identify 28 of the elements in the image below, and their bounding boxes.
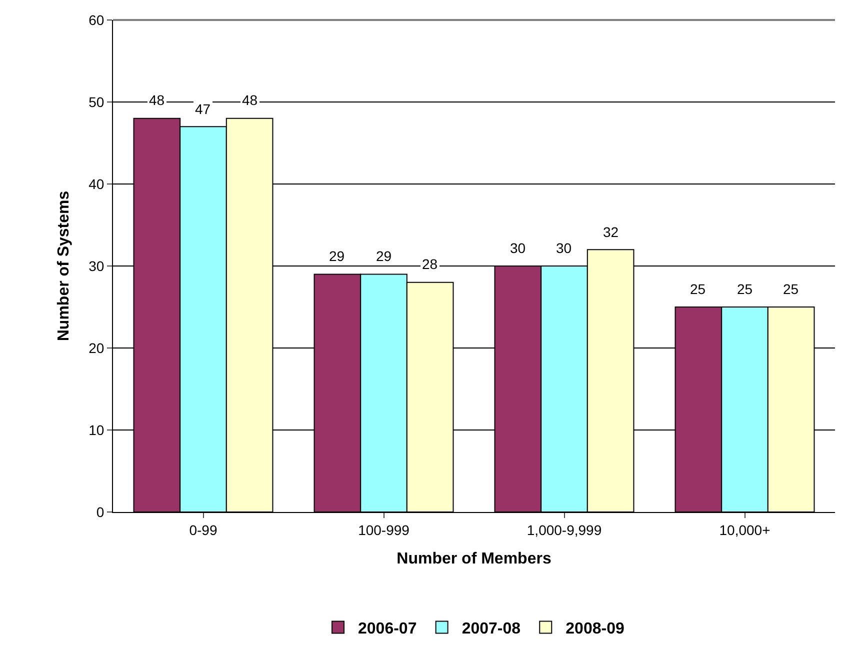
y-tick-label: 60 xyxy=(88,12,104,28)
data-label: 48 xyxy=(149,92,165,108)
data-label: 30 xyxy=(556,240,572,256)
data-label: 48 xyxy=(242,92,258,108)
y-tick-label: 40 xyxy=(88,176,104,192)
x-tick-label: 10,000+ xyxy=(719,522,770,538)
x-axis-title: Number of Members xyxy=(396,550,552,568)
data-label: 30 xyxy=(510,240,526,256)
data-label: 25 xyxy=(783,281,799,297)
data-label: 32 xyxy=(603,224,619,240)
x-tick-label: 1,000-9,999 xyxy=(526,522,602,538)
y-axis-title: Number of Systems xyxy=(56,190,73,342)
data-label: 25 xyxy=(737,281,753,297)
y-tick-label: 50 xyxy=(88,94,104,110)
data-label: 25 xyxy=(690,281,706,297)
y-tick-label: 10 xyxy=(88,422,104,438)
x-tick-label: 100-999 xyxy=(358,522,410,538)
legend-label: 2007-08 xyxy=(462,620,521,638)
data-label: 29 xyxy=(376,248,392,264)
y-tick-label: 20 xyxy=(88,340,104,356)
y-tick-label: 0 xyxy=(96,504,104,520)
legend-label: 2006-07 xyxy=(358,620,417,638)
legend-label: 2008-09 xyxy=(566,620,624,638)
data-label: 29 xyxy=(329,248,345,264)
data-label: 28 xyxy=(422,256,438,272)
y-tick-label: 30 xyxy=(88,258,104,274)
data-label: 47 xyxy=(195,101,211,117)
x-tick-label: 0-99 xyxy=(189,522,218,538)
